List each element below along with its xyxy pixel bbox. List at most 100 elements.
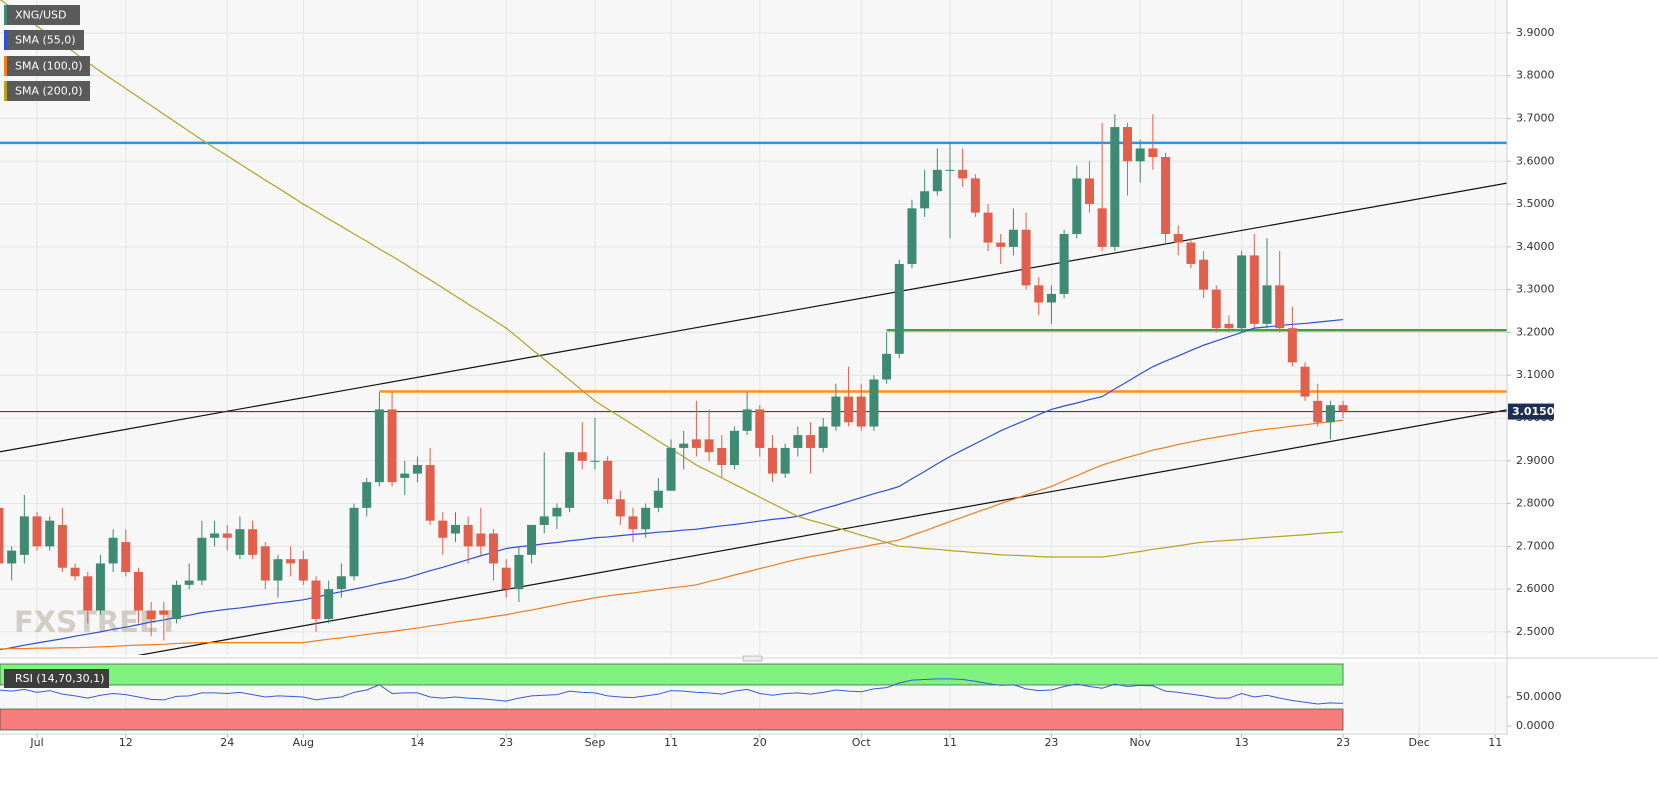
legend-swatch [4,5,7,25]
candle-body [298,559,308,581]
candle-body [374,409,384,483]
rsi-label: RSI (14,70,30,1) [15,672,104,685]
x-tick-label: 13 [1235,736,1249,749]
candle-body [653,490,663,508]
candle-body [1173,234,1183,243]
legend-swatch [4,56,7,76]
candle-body [767,447,777,474]
rsi-oversold-band [0,708,1344,731]
candle-body [425,465,435,521]
candle-body [387,409,397,483]
panel-resize-handle[interactable] [742,655,763,662]
candle-body [996,242,1006,247]
candle-body [641,507,651,530]
candle-body [958,169,968,179]
candle-body [311,580,321,620]
y-tick-label: 2.9000 [1516,454,1555,467]
candle-body [197,537,207,581]
x-tick-label: 24 [220,736,234,749]
candle-body [1059,234,1069,294]
rsi-y-tick-label: 0.0000 [1516,719,1555,732]
candle-body [7,550,17,564]
candle-body [920,191,930,209]
candle-body [1161,157,1171,235]
legend-box[interactable] [4,30,84,50]
x-tick-label: 11 [664,736,678,749]
x-tick-label: Nov [1129,736,1151,749]
candle-body [932,169,942,192]
candle-body [412,465,422,474]
candle-body [45,520,55,547]
candle-body [1199,259,1209,290]
candle-body [108,537,118,564]
legend-label: SMA (55,0) [15,34,76,47]
candle-body [248,529,258,555]
x-tick-label: Dec [1409,736,1430,749]
candle-body [362,482,372,508]
candle-body [476,533,486,547]
candle-body [400,473,410,478]
candle-body [945,169,955,171]
candle-body [970,178,980,213]
y-tick-label: 3.8000 [1516,69,1555,82]
candle-body [501,567,511,590]
x-tick-label: 14 [410,736,424,749]
candle-body [489,533,499,564]
candle-body [527,524,537,555]
candle-body [1123,127,1133,162]
candle-body [729,430,739,466]
x-tick-label: Jul [29,736,43,749]
y-tick-label: 2.6000 [1516,582,1555,595]
legend-swatch [4,30,7,50]
candle-body [565,452,575,508]
candle-body [1262,285,1272,324]
candle-body [1338,405,1348,412]
candle-body [780,447,790,474]
candle-body [666,447,676,491]
candle-body [1008,229,1018,247]
x-tick-label: Sep [585,736,606,749]
axes: 2.50002.60002.70002.80002.90003.00003.10… [29,26,1561,749]
candle-body [983,212,993,243]
candle-body [806,435,816,448]
x-tick-label: 23 [1044,736,1058,749]
candle-body [1135,148,1145,162]
y-tick-label: 3.5000 [1516,197,1555,210]
legend: XNG/USD SMA (55,0) SMA (100,0) SMA (200,… [4,5,109,688]
candle-body [514,554,524,590]
candle-body [121,542,131,573]
candle-body [57,524,67,568]
candle-body [0,507,4,564]
candle-body [83,576,93,611]
candle-body [210,533,220,538]
candle-body [286,559,296,564]
candle-body [222,533,232,538]
candle-body [1046,293,1056,303]
rsi-line [0,678,1344,705]
legend-box[interactable] [4,81,90,101]
candle-body [1211,289,1221,329]
candle-body [856,396,866,427]
x-tick-label: 23 [1336,736,1350,749]
y-tick-label: 2.7000 [1516,539,1555,552]
x-tick-label: 12 [119,736,133,749]
legend-box[interactable] [4,669,109,688]
candle-body [691,439,701,448]
candle-body [1072,178,1082,235]
candle-body [590,460,600,462]
candle-body [1249,255,1259,324]
candle-body [577,452,587,461]
x-tick-label: 11 [943,736,957,749]
candle-body [1275,285,1285,329]
candle-body [450,524,460,534]
candle-body [1237,255,1247,329]
trendline [0,182,1507,453]
y-tick-label: 3.3000 [1516,283,1555,296]
candle-body [869,379,879,427]
legend-box[interactable] [4,56,90,76]
candle-body [742,409,752,431]
legend-label: SMA (200,0) [15,85,83,98]
legend-box[interactable] [4,5,80,25]
candle-body [1224,323,1234,329]
